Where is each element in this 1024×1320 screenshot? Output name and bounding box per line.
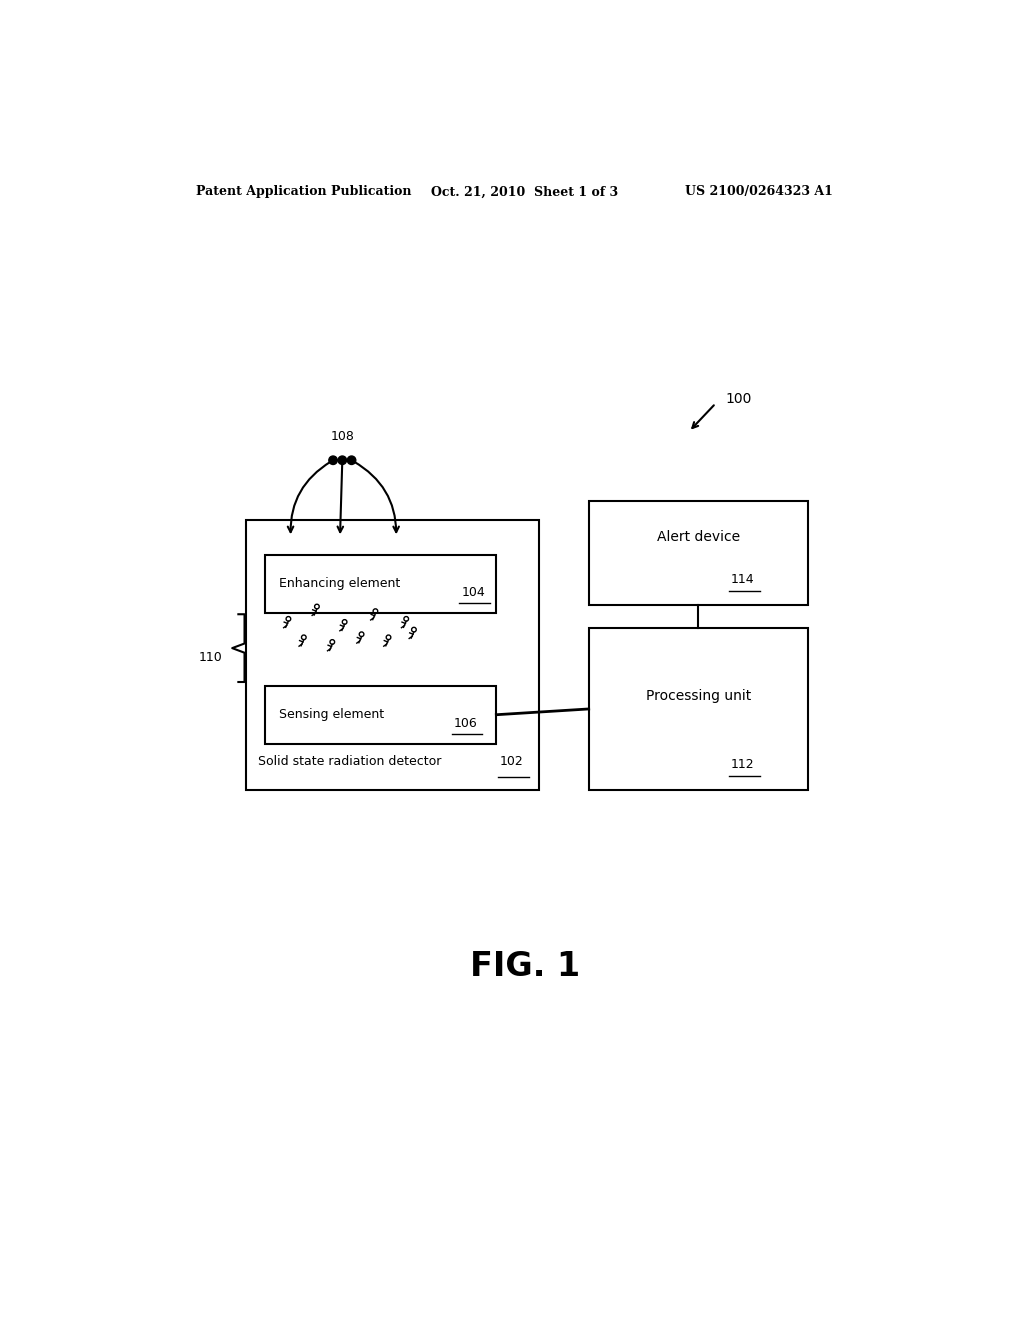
Text: Alert device: Alert device: [656, 531, 740, 544]
FancyBboxPatch shape: [265, 686, 497, 743]
FancyBboxPatch shape: [265, 554, 497, 612]
Text: Enhancing element: Enhancing element: [280, 577, 400, 590]
Text: Patent Application Publication: Patent Application Publication: [196, 185, 412, 198]
FancyBboxPatch shape: [589, 502, 808, 605]
Text: 110: 110: [199, 651, 222, 664]
Text: Oct. 21, 2010  Sheet 1 of 3: Oct. 21, 2010 Sheet 1 of 3: [431, 185, 618, 198]
Text: Solid state radiation detector: Solid state radiation detector: [258, 755, 441, 768]
Text: 104: 104: [462, 586, 485, 599]
Text: 114: 114: [731, 573, 755, 586]
Text: Processing unit: Processing unit: [646, 689, 751, 704]
Text: 112: 112: [731, 758, 755, 771]
FancyBboxPatch shape: [589, 628, 808, 789]
Text: FIG. 1: FIG. 1: [470, 950, 580, 983]
Text: 100: 100: [725, 392, 752, 405]
Text: 108: 108: [331, 430, 354, 444]
Circle shape: [329, 455, 337, 465]
FancyBboxPatch shape: [246, 520, 539, 789]
Text: 106: 106: [454, 717, 478, 730]
Text: 102: 102: [500, 755, 524, 768]
Text: Sensing element: Sensing element: [280, 709, 384, 721]
Circle shape: [338, 455, 346, 465]
Circle shape: [347, 455, 355, 465]
Text: US 2100/0264323 A1: US 2100/0264323 A1: [685, 185, 833, 198]
